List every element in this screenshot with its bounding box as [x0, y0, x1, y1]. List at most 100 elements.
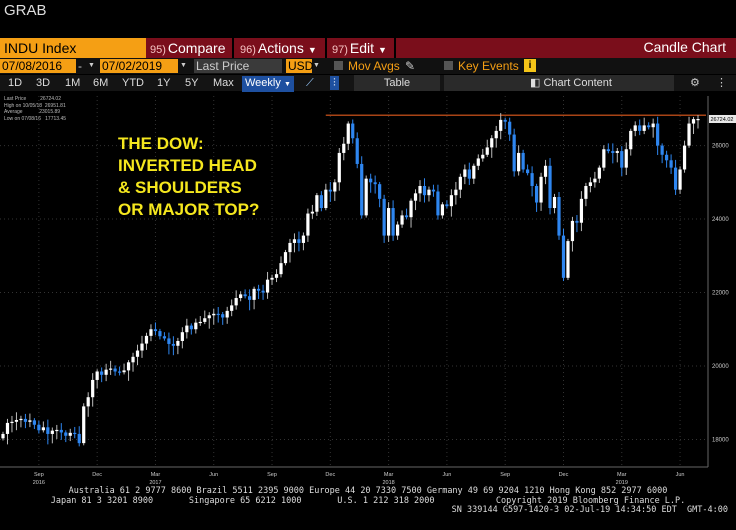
- end-date-field[interactable]: 07/02/2019: [100, 59, 178, 73]
- candle-down: [351, 123, 355, 139]
- x-tick-label: Dec: [559, 472, 569, 478]
- chart-content-tab[interactable]: ◧ Chart Content: [444, 75, 674, 91]
- candle-down: [445, 204, 449, 207]
- candle-up: [292, 239, 297, 243]
- candle-up: [283, 252, 288, 264]
- key-events-label[interactable]: Key Events: [458, 59, 519, 73]
- candle-up: [387, 208, 391, 236]
- legend-average: Average: [4, 109, 23, 115]
- x-tick-label: Sep: [500, 472, 510, 478]
- start-date-field[interactable]: 07/08/2016: [0, 59, 76, 73]
- candle-down: [673, 167, 678, 190]
- x-tick-label: Jun: [442, 472, 451, 478]
- chevron-down-icon[interactable]: ▼: [313, 62, 320, 69]
- info-icon[interactable]: i: [524, 59, 536, 72]
- table-tab[interactable]: Table: [354, 75, 440, 91]
- more-icon[interactable]: ⋮: [716, 77, 727, 89]
- candle-up: [207, 315, 211, 319]
- annotation-line: & SHOULDERS: [118, 178, 242, 197]
- footer-contacts-line: Australia 61 2 9777 8600 Brazil 5511 239…: [68, 486, 668, 496]
- mov-avgs-label[interactable]: Mov Avgs: [348, 59, 400, 73]
- annotation-line: OR MAJOR TOP?: [118, 200, 260, 219]
- ticker-field[interactable]: INDU Index: [0, 38, 146, 58]
- candle-down: [64, 432, 68, 436]
- period-ytd[interactable]: YTD: [122, 77, 144, 89]
- edit-button[interactable]: 97) Edit ▼: [332, 38, 387, 58]
- actions-button[interactable]: 96) Actions ▼: [240, 38, 317, 58]
- candle-down: [503, 119, 507, 122]
- frequency-select[interactable]: Weekly ▼: [242, 76, 294, 92]
- candle-up: [225, 310, 229, 318]
- toolbar-divider: [325, 38, 327, 58]
- price-field-select[interactable]: Last Price: [194, 59, 282, 73]
- legend-high: High on 10/05/18: [4, 102, 43, 109]
- chevron-down-icon[interactable]: ▼: [180, 62, 187, 69]
- candle-up: [629, 130, 633, 150]
- candle-up: [135, 350, 140, 357]
- candle-down: [37, 424, 41, 431]
- candle-down: [665, 154, 669, 161]
- x-tick-label: Dec: [92, 472, 102, 478]
- candle-down: [512, 134, 516, 172]
- x-tick-label: Sep: [267, 472, 277, 478]
- candle-up: [104, 369, 108, 375]
- period-max[interactable]: Max: [213, 77, 234, 89]
- currency-select[interactable]: USD: [286, 59, 314, 73]
- period-6m[interactable]: 6M: [93, 77, 109, 89]
- candle-down: [248, 296, 252, 300]
- candle-up: [301, 235, 306, 243]
- candle-down: [656, 123, 660, 146]
- mov-avgs-checkbox[interactable]: [334, 61, 343, 70]
- candle-up: [324, 189, 328, 209]
- candle-up: [579, 198, 584, 223]
- candle-down: [526, 169, 530, 174]
- x-tick-label: Jun: [676, 472, 685, 478]
- candle-up: [310, 211, 314, 214]
- candle-up: [615, 151, 619, 153]
- candle-down: [660, 145, 664, 155]
- candle-up: [552, 197, 557, 209]
- candle-up: [409, 200, 413, 218]
- period-5y[interactable]: 5Y: [185, 77, 199, 89]
- x-year-label: 2016: [33, 480, 45, 486]
- pencil-icon[interactable]: ✎: [405, 59, 416, 73]
- candle-down: [606, 149, 610, 152]
- period-1d[interactable]: 1D: [8, 77, 23, 89]
- period-3d[interactable]: 3D: [36, 77, 51, 89]
- annotation-line: THE DOW:: [118, 134, 204, 153]
- chevron-down-icon[interactable]: ▼: [88, 62, 95, 69]
- compare-button[interactable]: 95) Compare: [150, 38, 226, 58]
- line-chart-icon[interactable]: ⟋: [306, 77, 314, 89]
- key-events-checkbox[interactable]: [444, 61, 453, 70]
- gear-icon[interactable]: ⚙: [690, 77, 700, 89]
- candle-up: [494, 130, 498, 139]
- candle-up: [149, 329, 153, 336]
- legend-last-price-value: 26724.02: [40, 96, 61, 102]
- candle-up: [624, 149, 628, 168]
- chart-area[interactable]: 18000 20000 22000 24000 26000 Sep 2016 Dec Mar 20…: [0, 92, 736, 487]
- candle-up: [306, 213, 310, 236]
- legend-low-value: 17713.45: [45, 115, 67, 122]
- candle-up: [476, 158, 480, 166]
- edit-label: Edit: [349, 40, 375, 56]
- footer-session-line: SN 339144 G597-1420-3 02-Jul-19 14:34:50…: [451, 505, 728, 515]
- period-1y[interactable]: 1Y: [157, 77, 171, 89]
- period-1m[interactable]: 1M: [65, 77, 81, 89]
- candle-up: [691, 119, 696, 124]
- candle-up: [678, 169, 682, 190]
- x-year-label: 2017: [149, 480, 161, 486]
- candle-up: [10, 421, 14, 424]
- candle-down: [561, 235, 566, 278]
- candle-up: [176, 341, 180, 346]
- candle-up: [337, 152, 341, 183]
- candle-down: [355, 138, 359, 164]
- candle-down: [256, 288, 261, 291]
- candle-down: [162, 336, 167, 339]
- period-bar: 1D 3D 1M 6M YTD 1Y 5Y Max Weekly ▼ ⟋ ⫶ T…: [0, 75, 736, 92]
- footer: Australia 61 2 9777 8600 Brazil 5511 239…: [0, 486, 736, 530]
- candle-down: [216, 313, 220, 316]
- candle-up: [499, 119, 503, 131]
- candle-up: [126, 362, 131, 371]
- candle-up: [28, 420, 32, 422]
- candle-chart-icon[interactable]: ⫶: [330, 76, 339, 90]
